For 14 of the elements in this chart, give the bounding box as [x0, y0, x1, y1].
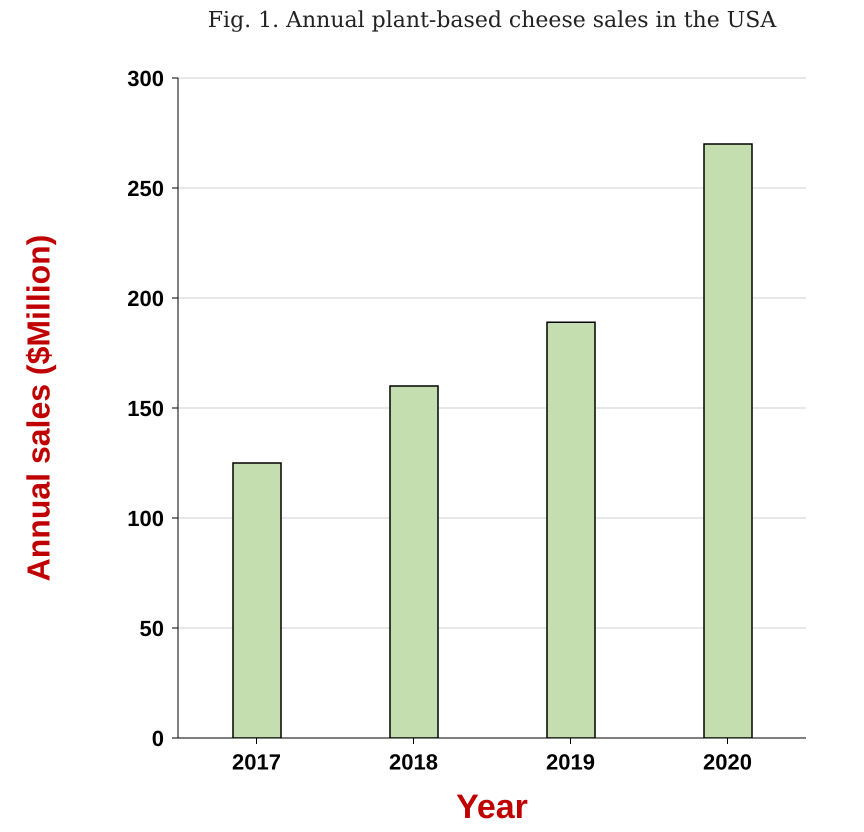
- x-tick-label: 2020: [703, 750, 752, 775]
- y-tick-label: 150: [127, 396, 164, 421]
- x-tick-label: 2019: [546, 750, 595, 775]
- y-axis-title: Annual sales ($Million): [20, 234, 56, 582]
- y-tick-label: 200: [127, 286, 164, 311]
- y-tick-label: 0: [152, 726, 164, 751]
- y-tick-label: 300: [127, 66, 164, 91]
- chart-title: Fig. 1. Annual plant-based cheese sales in the USA: [206, 8, 778, 35]
- y-tick-label: 250: [127, 176, 164, 201]
- y-tick-label: 50: [140, 616, 164, 641]
- x-tick-label: 2017: [232, 750, 281, 775]
- x-tick-label: 2018: [389, 750, 438, 775]
- x-axis-title: Year: [456, 788, 528, 826]
- y-tick-label: 100: [127, 506, 164, 531]
